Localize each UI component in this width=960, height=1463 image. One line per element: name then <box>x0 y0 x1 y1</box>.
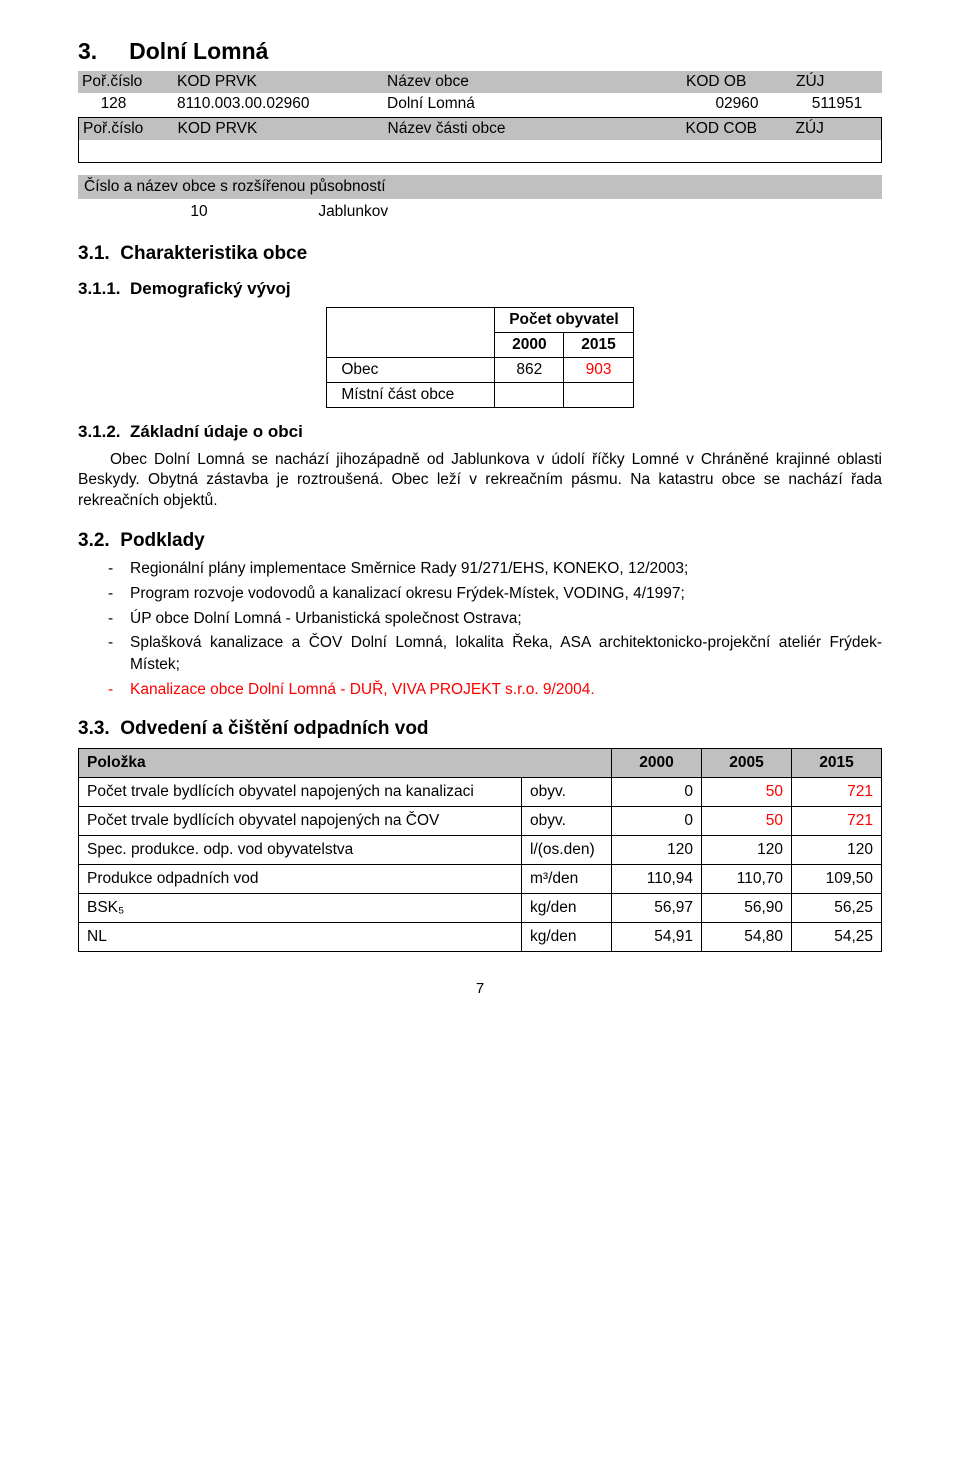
stats-val: 56,97 <box>612 894 702 923</box>
demo-y2: 2015 <box>564 332 633 357</box>
stats-unit: obyv. <box>522 778 612 807</box>
stats-val: 110,70 <box>702 865 792 894</box>
col-kod2: KOD PRVK <box>174 118 384 141</box>
val-kod: 8110.003.00.02960 <box>173 93 383 115</box>
stats-head-label: Položka <box>79 749 612 778</box>
stats-val: 120 <box>702 836 792 865</box>
stats-val: 50 <box>702 778 792 807</box>
scope-code: 10 <box>84 203 314 221</box>
list-item-red: Kanalizace obce Dolní Lomná - DUŘ, VIVA … <box>130 679 882 701</box>
stats-val: 56,25 <box>792 894 882 923</box>
title-text: Dolní Lomná <box>129 38 268 64</box>
list-item: Program rozvoje vodovodů a kanalizací ok… <box>130 583 882 605</box>
col-nazev: Název obce <box>383 71 682 93</box>
stats-val: 50 <box>702 807 792 836</box>
col-por: Poř.číslo <box>78 71 173 93</box>
h-num: 3.2. <box>78 530 110 551</box>
stats-val: 109,50 <box>792 865 882 894</box>
para-3.1.2: Obec Dolní Lomná se nachází jihozápadně … <box>78 450 882 513</box>
demo-row-label: Obec <box>327 357 495 382</box>
stats-val: 721 <box>792 807 882 836</box>
col-por2: Poř.číslo <box>79 118 174 141</box>
stats-unit: kg/den <box>522 894 612 923</box>
stats-label: Počet trvale bydlících obyvatel napojený… <box>79 778 522 807</box>
stats-val: 0 <box>612 778 702 807</box>
demo-y1: 2000 <box>495 332 564 357</box>
demo-header: Počet obyvatel <box>495 307 633 332</box>
title-num: 3. <box>78 38 97 64</box>
scope-value: 10 Jablunkov <box>78 199 882 225</box>
h-text: Základní údaje o obci <box>130 422 303 441</box>
demo-table: Počet obyvatel 2000 2015 Obec 862 903 Mí… <box>326 307 633 408</box>
scope-label: Číslo a název obce s rozšířenou působnos… <box>78 175 882 199</box>
val-por: 128 <box>78 93 173 115</box>
h-num: 3.1.2. <box>78 422 121 441</box>
stats-val: 110,94 <box>612 865 702 894</box>
h-text: Charakteristika obce <box>120 243 307 264</box>
demo-val: 903 <box>564 357 633 382</box>
col-zuj2: ZÚJ <box>792 118 882 141</box>
stats-unit: obyv. <box>522 807 612 836</box>
page-number: 7 <box>78 980 882 997</box>
h-num: 3.1.1. <box>78 279 121 298</box>
stats-val: 0 <box>612 807 702 836</box>
col-kodcob: KOD COB <box>682 118 792 141</box>
list-item: ÚP obce Dolní Lomná - Urbanistická spole… <box>130 608 882 630</box>
stats-val: 721 <box>792 778 882 807</box>
stats-label: BSK₅ <box>79 894 522 923</box>
stats-label: Produkce odpadních vod <box>79 865 522 894</box>
stats-val: 54,25 <box>792 923 882 952</box>
col-kod: KOD PRVK <box>173 71 383 93</box>
heading-3.2: 3.2. Podklady <box>78 530 882 552</box>
h-text: Podklady <box>120 530 204 551</box>
col-zuj: ZÚJ <box>792 71 882 93</box>
stats-unit: kg/den <box>522 923 612 952</box>
section-title: 3. Dolní Lomná <box>78 38 882 65</box>
demo-corner <box>327 307 495 357</box>
stats-head-y2: 2005 <box>702 749 792 778</box>
col-nazev2: Název části obce <box>384 118 682 141</box>
meta-table-2: Poř.číslo KOD PRVK Název části obce KOD … <box>78 117 882 163</box>
heading-3.1: 3.1. Charakteristika obce <box>78 243 882 265</box>
list-item: Splašková kanalizace a ČOV Dolní Lomná, … <box>130 632 882 675</box>
col-kodob: KOD OB <box>682 71 792 93</box>
demo-row-label: Místní část obce <box>327 382 495 407</box>
h-num: 3.1. <box>78 243 110 264</box>
h-text: Demografický vývoj <box>130 279 291 298</box>
stats-val: 120 <box>612 836 702 865</box>
val-kodob: 02960 <box>682 93 792 115</box>
heading-3.3: 3.3. Odvedení a čištění odpadních vod <box>78 718 882 740</box>
meta-table-1: Poř.číslo KOD PRVK Název obce KOD OB ZÚJ… <box>78 71 882 115</box>
stats-unit: l/(os.den) <box>522 836 612 865</box>
val-nazev: Dolní Lomná <box>383 93 682 115</box>
h-text: Odvedení a čištění odpadních vod <box>120 718 428 739</box>
podklady-list: Regionální plány implementace Směrnice R… <box>78 558 882 700</box>
stats-val: 54,91 <box>612 923 702 952</box>
h-num: 3.3. <box>78 718 110 739</box>
stats-label: Počet trvale bydlících obyvatel napojený… <box>79 807 522 836</box>
stats-val: 120 <box>792 836 882 865</box>
stats-unit: m³/den <box>522 865 612 894</box>
stats-label: Spec. produkce. odp. vod obyvatelstva <box>79 836 522 865</box>
demo-val <box>495 382 564 407</box>
demo-val: 862 <box>495 357 564 382</box>
list-item: Regionální plány implementace Směrnice R… <box>130 558 882 580</box>
heading-3.1.2: 3.1.2. Základní údaje o obci <box>78 422 882 442</box>
val-zuj: 511951 <box>792 93 882 115</box>
stats-label: NL <box>79 923 522 952</box>
stats-head-y3: 2015 <box>792 749 882 778</box>
empty-row <box>79 140 882 162</box>
stats-val: 54,80 <box>702 923 792 952</box>
heading-3.1.1: 3.1.1. Demografický vývoj <box>78 279 882 299</box>
stats-table: Položka 2000 2005 2015 Počet trvale bydl… <box>78 748 882 952</box>
stats-val: 56,90 <box>702 894 792 923</box>
scope-name: Jablunkov <box>318 203 388 220</box>
demo-val <box>564 382 633 407</box>
stats-head-y1: 2000 <box>612 749 702 778</box>
